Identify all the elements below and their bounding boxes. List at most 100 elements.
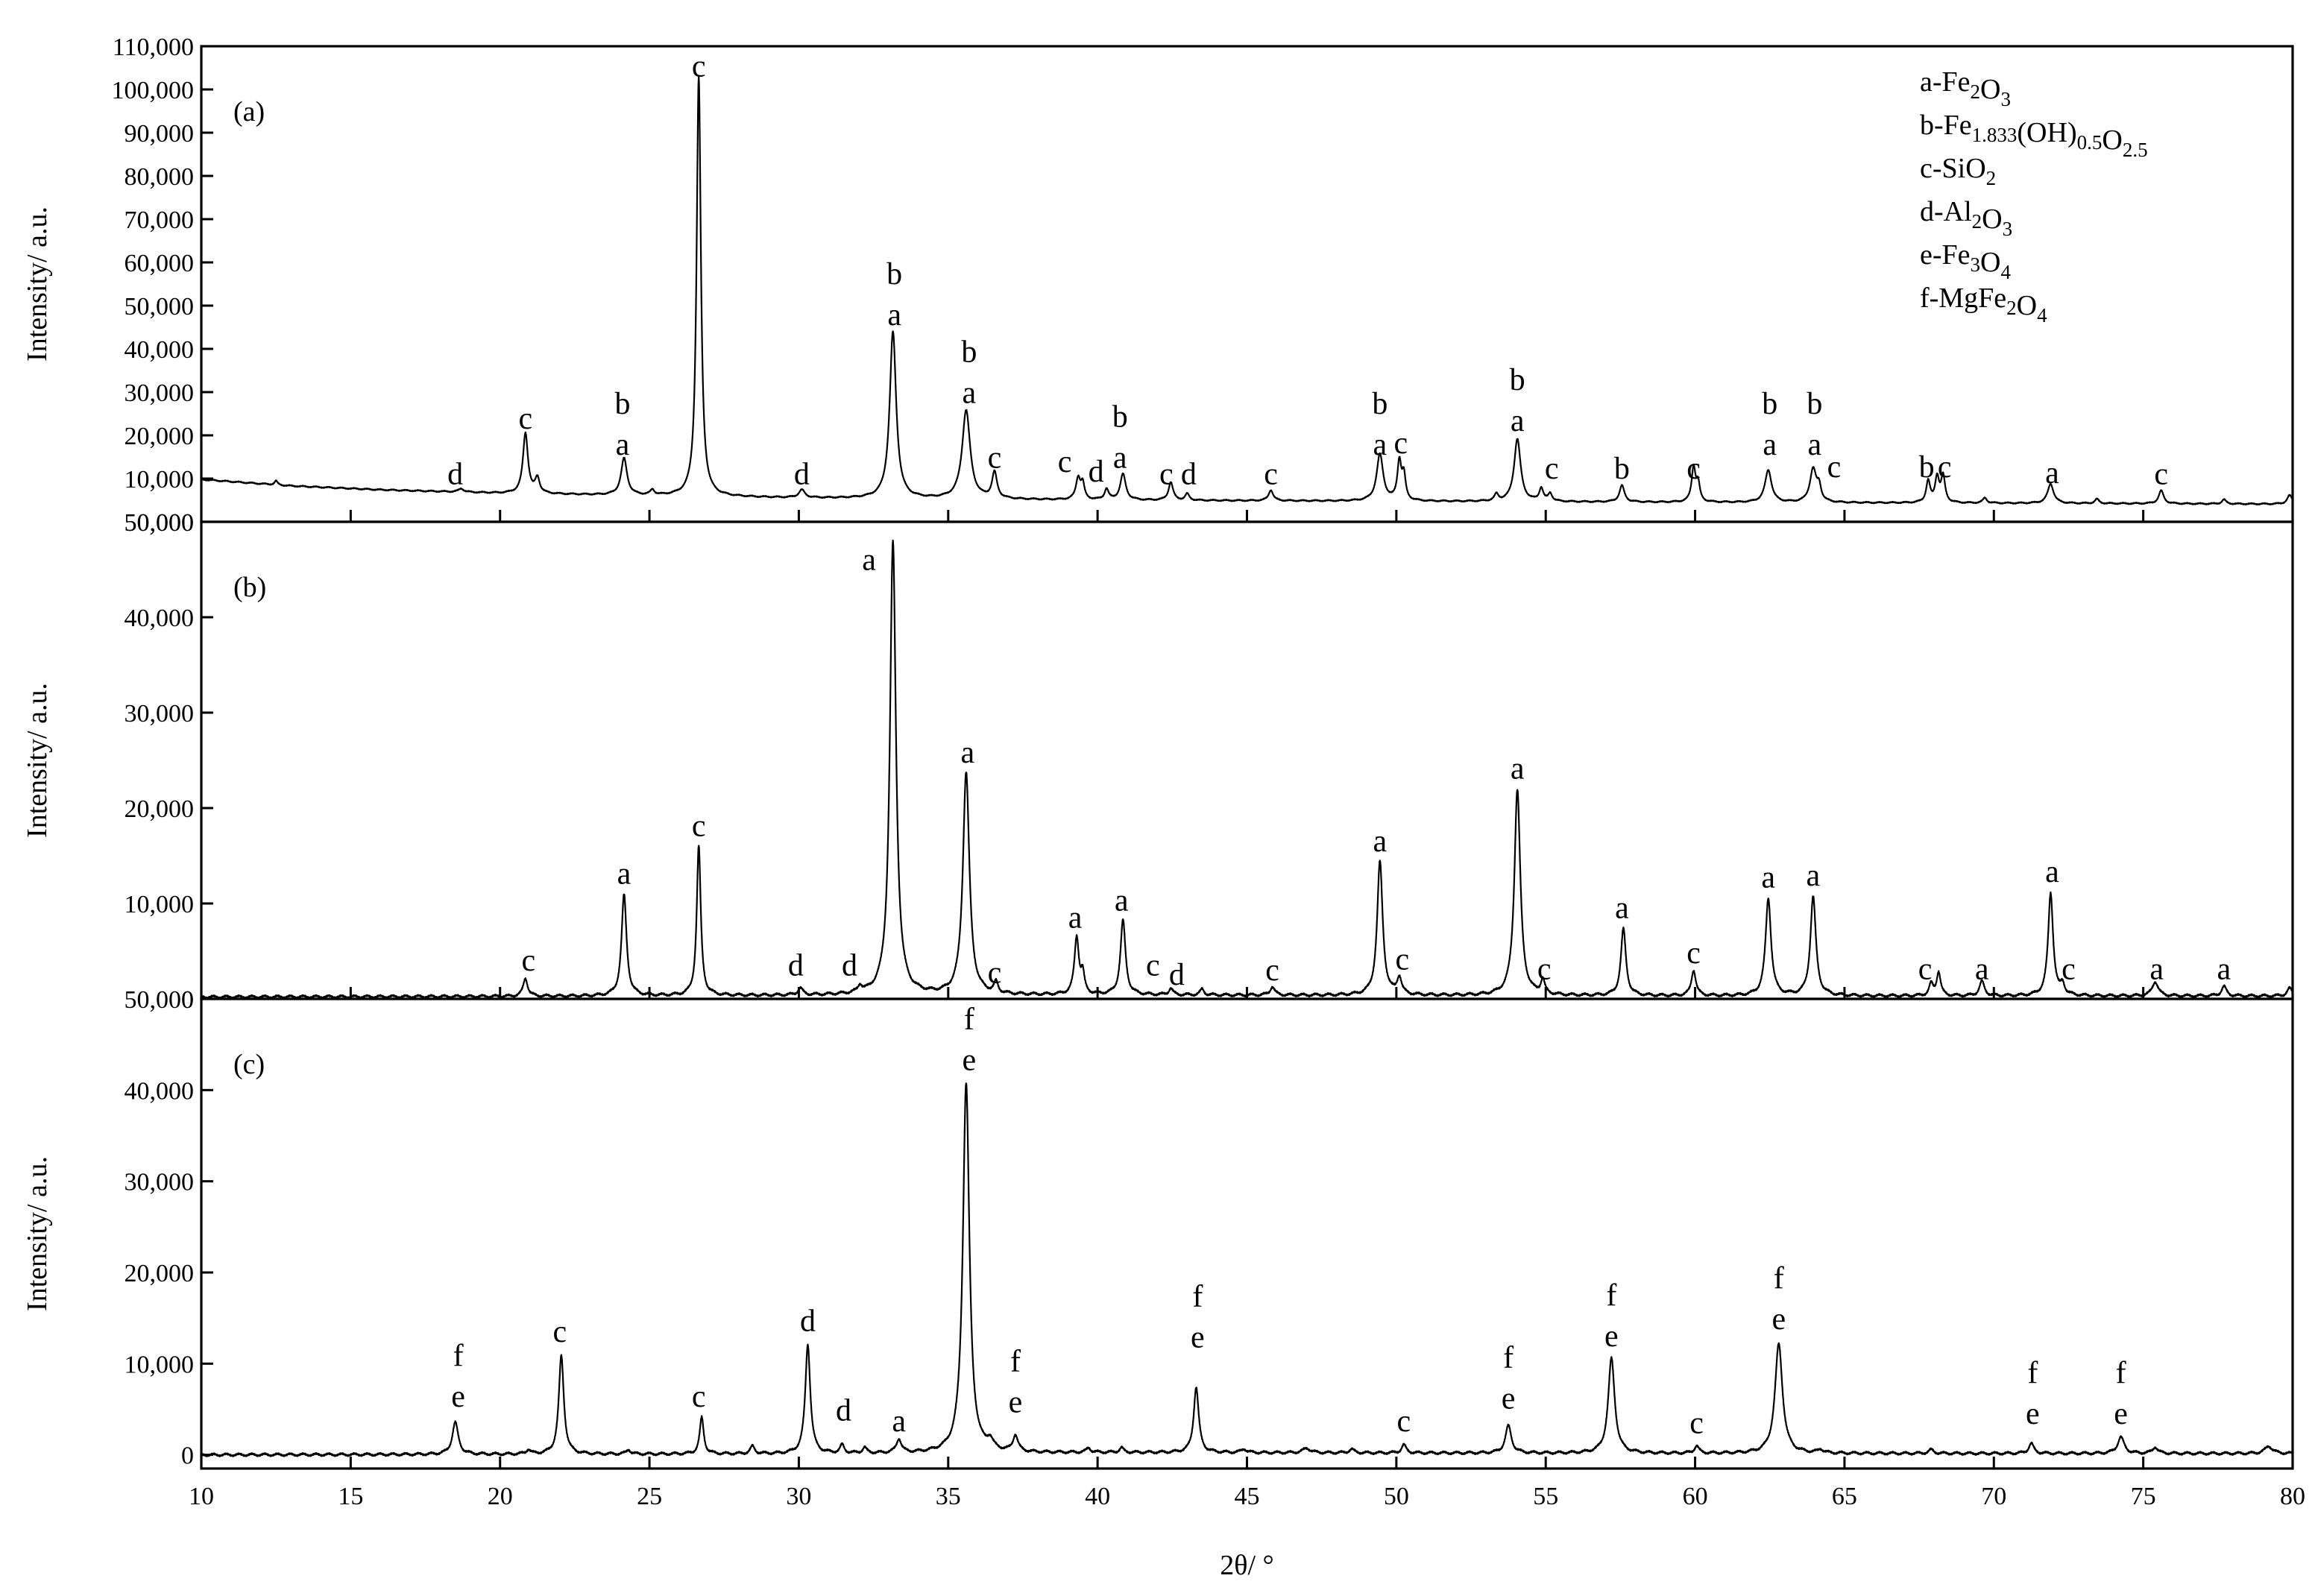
- legend-entry: e-Fe3O4: [1920, 239, 2011, 283]
- x-tick-label: 45: [1235, 1483, 1260, 1510]
- peak-label: c: [1686, 936, 1701, 971]
- peak-label: c: [1159, 457, 1174, 491]
- peak-label: c: [521, 944, 535, 978]
- peak-label: a: [1511, 404, 1525, 438]
- y-axis-label: Intensity/ a.u.: [22, 1156, 53, 1311]
- peak-label: e: [2114, 1397, 2128, 1431]
- peak-label: a: [616, 428, 630, 462]
- peak-label: e: [1191, 1320, 1205, 1354]
- peak-label: b: [1112, 400, 1128, 434]
- x-axis-label: 2θ/ °: [1220, 1550, 1273, 1581]
- peak-label: d: [794, 457, 810, 491]
- x-tick-label: 40: [1085, 1483, 1110, 1510]
- x-tick-label: 55: [1533, 1483, 1558, 1510]
- peak-label: a: [1808, 428, 1822, 462]
- x-tick-label: 30: [786, 1483, 811, 1510]
- peak-label: a: [1113, 441, 1127, 475]
- legend-subscript: 2: [1986, 167, 1997, 189]
- legend-entry: a-Fe2O3: [1920, 66, 2011, 110]
- peak-label: b: [1807, 387, 1822, 421]
- legend-subscript: 3: [1971, 253, 1981, 276]
- peak-label: d: [447, 457, 463, 491]
- legend-text-part: b-Fe: [1920, 110, 1972, 141]
- peak-label: a: [1115, 883, 1129, 918]
- peak-label: d: [842, 948, 857, 982]
- peak-label: c: [1397, 1404, 1411, 1439]
- peak-label: c: [518, 402, 532, 436]
- xrd-pattern-line: [201, 76, 2293, 505]
- peak-label: f: [453, 1339, 464, 1373]
- peak-label: a: [1615, 892, 1629, 926]
- peak-label: a: [1373, 428, 1387, 462]
- peak-label: f: [1503, 1340, 1514, 1375]
- legend-text-part: (OH): [2017, 117, 2076, 148]
- panel-label: (a): [233, 96, 265, 127]
- x-tick-label: 15: [338, 1483, 363, 1510]
- y-tick-label: 40,000: [125, 605, 195, 632]
- y-axis-label: Intensity/ a.u.: [22, 206, 53, 362]
- peak-label: c: [692, 1380, 706, 1414]
- peak-label: d: [788, 948, 804, 982]
- legend-entry: c-SiO2: [1920, 153, 1996, 189]
- peak-label: a: [1511, 752, 1525, 786]
- peak-label: c: [1396, 943, 1410, 977]
- peak-label: f: [964, 1003, 974, 1037]
- peak-label: c: [1545, 452, 1559, 486]
- peak-label: c: [1264, 457, 1278, 491]
- x-tick-label: 65: [1832, 1483, 1857, 1510]
- peak-label: a: [1373, 824, 1387, 859]
- legend-entry: f-MgFe2O4: [1920, 283, 2047, 327]
- legend-text-part: d-Al: [1920, 196, 1972, 227]
- y-tick-label: 100,000: [112, 77, 195, 104]
- peak-label: e: [1009, 1385, 1023, 1419]
- y-tick-label: 70,000: [125, 206, 195, 234]
- panel-b: 0 10,000 20,000 30,000 40,000 50,000 Intensity…: [22, 509, 2294, 1014]
- y-tick-label: 50,000: [125, 509, 195, 537]
- y-tick-label: 10,000: [125, 466, 195, 493]
- peak-label: f: [1010, 1344, 1021, 1378]
- legend-subscript: 3: [2000, 88, 2011, 110]
- peak-label: c: [1146, 948, 1160, 982]
- peak-label: e: [2026, 1397, 2040, 1431]
- peak-label: a: [961, 736, 975, 770]
- y-tick-label: 80,000: [125, 163, 195, 191]
- peak-label: a: [2217, 953, 2231, 987]
- y-tick-label: 50,000: [125, 293, 195, 321]
- peak-label: c: [988, 956, 1002, 991]
- peak-label: d: [1089, 455, 1104, 489]
- peak-label: c: [1686, 452, 1701, 486]
- peak-label: c: [1938, 450, 1952, 485]
- legend-text-part: e-Fe: [1920, 239, 1971, 271]
- peak-label: a: [862, 543, 876, 577]
- peak-label: f: [1606, 1278, 1616, 1313]
- peak-label: f: [1774, 1261, 1784, 1296]
- peak-label: d: [800, 1304, 816, 1338]
- peak-label: b: [1372, 387, 1388, 421]
- panel-label: (b): [233, 572, 266, 603]
- peak-label: d: [1169, 958, 1185, 992]
- peak-label: b: [1919, 450, 1935, 485]
- y-tick-label: 40,000: [125, 1077, 195, 1105]
- peak-label: c: [1058, 445, 1072, 479]
- y-tick-label: 30,000: [125, 1169, 195, 1196]
- peak-label: e: [1771, 1302, 1786, 1337]
- peak-label: a: [892, 1404, 906, 1439]
- peak-label: a: [1807, 859, 1821, 893]
- legend: a-Fe2O3b-Fe1.833(OH)0.5O2.5c-SiO2d-Al2O3…: [1920, 66, 2148, 327]
- peak-label: f: [1192, 1279, 1203, 1313]
- legend-subscript: 2: [1971, 81, 1981, 103]
- peak-label: b: [886, 257, 902, 291]
- y-tick-label: 0: [181, 1442, 194, 1470]
- legend-subscript: 4: [2037, 304, 2047, 327]
- peak-label: c: [1827, 450, 1842, 485]
- x-tick-label: 80: [2280, 1483, 2305, 1510]
- panel-label: (c): [233, 1049, 265, 1080]
- y-tick-label: 40,000: [125, 336, 195, 364]
- peak-label: b: [1762, 387, 1777, 421]
- peak-label: b: [1510, 363, 1525, 397]
- legend-text-part: c-SiO: [1920, 153, 1986, 184]
- peak-label: e: [1604, 1319, 1619, 1354]
- panel-frame: [200, 520, 2294, 1000]
- peak-label: f: [2116, 1356, 2126, 1390]
